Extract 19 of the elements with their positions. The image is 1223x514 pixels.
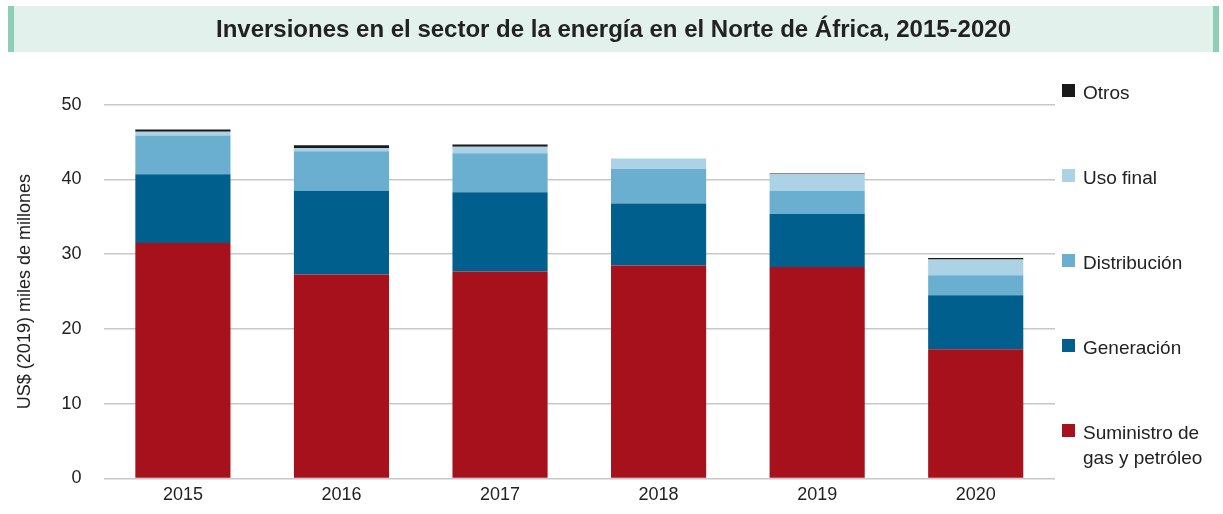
y-tick-label: 10 xyxy=(61,392,82,413)
y-tick-label: 40 xyxy=(61,168,82,189)
x-tick-label: 2015 xyxy=(162,484,203,505)
y-axis-title: US$ (2019) miles de millones xyxy=(13,174,34,410)
legend-label: Otros xyxy=(1083,81,1131,105)
x-tick-label: 2020 xyxy=(955,484,996,505)
legend-label: Uso final xyxy=(1083,166,1158,190)
x-tick-label: 2017 xyxy=(480,484,521,505)
legend-label: Suministro de gas y petróleo xyxy=(1083,421,1204,470)
y-tick-label: 30 xyxy=(61,243,82,264)
legend-label: Distribución xyxy=(1083,251,1184,275)
x-tick-label: 2019 xyxy=(797,484,838,505)
y-tick-label: 20 xyxy=(61,317,82,338)
y-tick-label: 50 xyxy=(61,93,82,114)
y-tick-label: 0 xyxy=(71,467,82,488)
chart-title: Inversiones en el sector de la energía en el Norte de África, 2015-2020 xyxy=(8,6,1219,52)
x-tick-label: 2016 xyxy=(321,484,362,505)
legend-label: Generación xyxy=(1083,336,1183,360)
x-tick-label: 2018 xyxy=(638,484,679,505)
